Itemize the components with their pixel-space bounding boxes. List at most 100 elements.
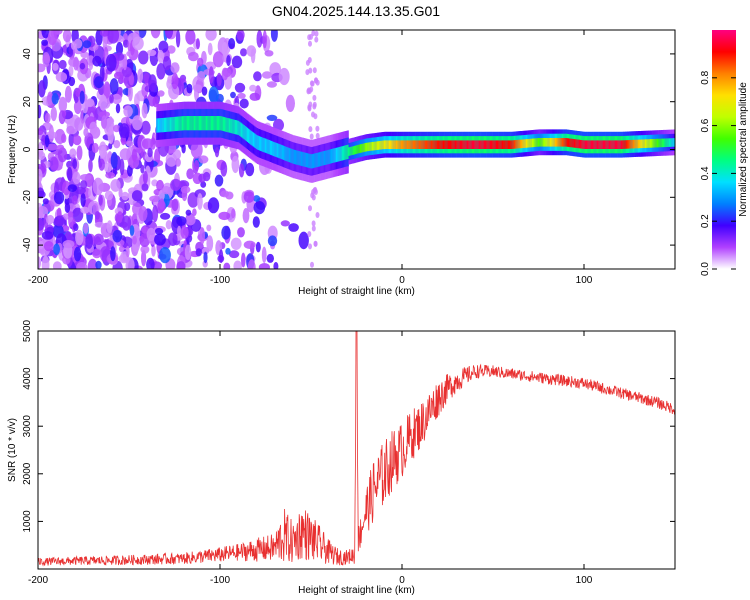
heatmap-cell (157, 118, 159, 133)
heatmap-cell (639, 139, 641, 149)
heatmap-cell (108, 142, 113, 150)
heatmap-cell (214, 147, 220, 158)
heatmap-cell (582, 140, 584, 149)
heatmap-cell (197, 193, 203, 210)
heatmap-cell (102, 33, 108, 51)
heatmap-cell (190, 116, 192, 131)
heatmap-cell (497, 140, 499, 149)
heatmap-cell (83, 128, 89, 137)
heatmap-cell (432, 140, 434, 149)
heatmap-cell (87, 258, 98, 269)
y-tick-label: 2000 (22, 462, 33, 485)
heatmap-cell (245, 126, 248, 142)
heatmap-cell (649, 139, 652, 148)
heatmap-cell (76, 262, 88, 269)
heatmap-cell (359, 144, 361, 153)
heatmap-cell (172, 149, 182, 160)
heatmap-cell (321, 151, 323, 166)
heatmap-cell (165, 117, 167, 132)
heatmap-cell (225, 117, 227, 132)
heatmap-cell (322, 151, 324, 166)
heatmap-cell (214, 174, 224, 187)
heatmap-cell (669, 138, 671, 147)
heatmap-cell (314, 153, 316, 168)
heatmap-cell (248, 128, 250, 143)
heatmap-cell (233, 119, 236, 134)
heatmap-cell (225, 247, 231, 255)
heatmap-cell (141, 138, 154, 150)
heatmap-cell (287, 147, 289, 162)
heatmap-cell (428, 140, 430, 149)
heatmap-cell (38, 128, 44, 136)
heatmap-cell (68, 132, 75, 147)
heatmap-cell (446, 140, 449, 149)
heatmap-cell (588, 140, 591, 149)
heatmap-cell (171, 72, 179, 90)
heatmap-cell (44, 134, 50, 148)
heatmap-cell (312, 153, 314, 169)
heatmap-cell (220, 161, 228, 177)
heatmap-cell (249, 129, 251, 144)
heatmap-cell (559, 138, 561, 147)
heatmap-cell (213, 116, 215, 131)
heatmap-cell (462, 140, 464, 149)
heatmap-cell (66, 125, 75, 135)
heatmap-cell (317, 152, 320, 167)
heatmap-cell (49, 156, 59, 172)
heatmap-cell (157, 49, 164, 64)
heatmap-cell (341, 146, 344, 161)
heatmap-cells (38, 30, 675, 269)
heatmap-cell (660, 138, 663, 148)
heatmap-cell (513, 140, 515, 149)
heatmap-cell (489, 140, 491, 149)
heatmap-cell (43, 241, 54, 252)
heatmap-cell (466, 140, 468, 149)
heatmap-cell (105, 53, 117, 72)
heatmap-cell (601, 140, 604, 149)
heatmap-cell (146, 257, 155, 269)
heatmap-cell (607, 140, 609, 149)
heatmap-cell (592, 140, 594, 149)
heatmap-cell (670, 138, 672, 147)
heatmap-cell (337, 147, 339, 162)
heatmap-cell (445, 140, 448, 149)
heatmap-cell (257, 135, 260, 150)
heatmap-cell (541, 138, 544, 147)
heatmap-cell (459, 140, 462, 149)
heatmap-cell (439, 140, 441, 149)
x-axis-label: Height of straight line (km) (298, 585, 415, 596)
heatmap-cell (475, 140, 477, 149)
heatmap-cell (242, 208, 250, 224)
heatmap-cell (673, 138, 675, 147)
colorbar-tick-label: 0.4 (700, 166, 711, 180)
heatmap-cell (288, 147, 290, 163)
heatmap-cell (241, 252, 246, 268)
heatmap-cell (366, 142, 368, 152)
heatmap-cell (280, 220, 290, 227)
heatmap-cell (305, 152, 308, 168)
heatmap-cell (613, 140, 616, 149)
heatmap-cell (231, 55, 243, 69)
heatmap-cell (44, 112, 51, 124)
heatmap-cell (309, 153, 311, 169)
heatmap-cell (622, 140, 624, 149)
heatmap-cell (313, 240, 318, 247)
heatmap-cell (46, 214, 55, 225)
heatmap-cell (80, 51, 90, 58)
heatmap-cell (185, 116, 188, 131)
heatmap-cell (509, 140, 511, 149)
heatmap-cell (140, 245, 150, 254)
heatmap-cell (159, 118, 161, 133)
heatmap-cell (193, 84, 203, 92)
heatmap-cell (109, 94, 114, 104)
heatmap-cell (253, 132, 255, 148)
heatmap-cell (278, 67, 290, 86)
heatmap-cell (307, 57, 312, 63)
heatmap-cell (625, 140, 628, 149)
heatmap-cell (242, 124, 244, 139)
heatmap-cell (266, 81, 277, 88)
heatmap-cell (251, 131, 253, 146)
heatmap-cell (58, 59, 67, 70)
heatmap-cell (69, 148, 77, 159)
